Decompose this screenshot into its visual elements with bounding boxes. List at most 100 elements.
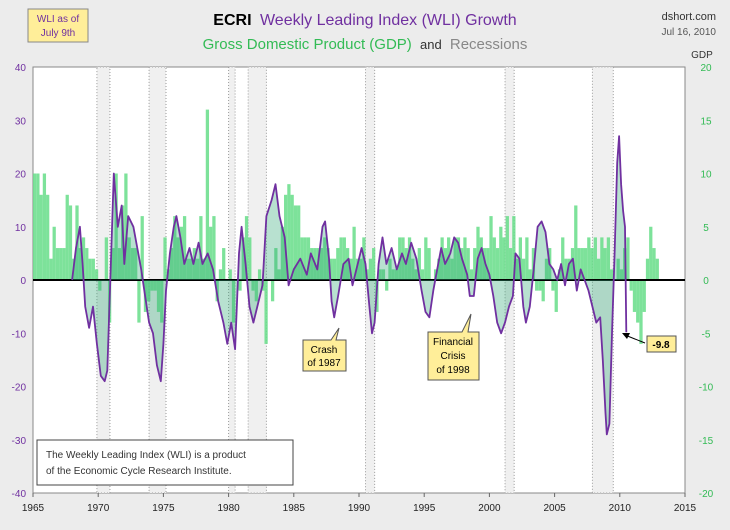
gdp-bar bbox=[502, 237, 506, 280]
gdp-bar bbox=[394, 269, 399, 280]
x-tick-label: 2015 bbox=[674, 503, 697, 514]
gdp-bar bbox=[306, 237, 311, 280]
x-tick-label: 1980 bbox=[217, 503, 240, 514]
gdp-bar bbox=[310, 248, 314, 280]
gdp-bar bbox=[616, 258, 620, 280]
gdp-bar bbox=[65, 194, 69, 280]
left-tick-label: -10 bbox=[12, 329, 27, 340]
gdp-bar bbox=[528, 269, 532, 280]
gdp-bar bbox=[59, 248, 63, 280]
gdp-bar bbox=[590, 248, 594, 280]
gdp-bar bbox=[137, 280, 141, 323]
gdp-bar bbox=[62, 248, 66, 280]
gdp-bar bbox=[117, 248, 122, 280]
gdp-bar bbox=[297, 205, 301, 280]
x-tick-label: 1975 bbox=[152, 503, 175, 514]
right-tick-label: 0 bbox=[703, 276, 709, 287]
gdp-bar bbox=[440, 237, 444, 280]
title-ecri: ECRI bbox=[213, 12, 251, 29]
gdp-bar bbox=[544, 258, 549, 280]
gdp-bar bbox=[189, 258, 193, 280]
title-recessions: Recessions bbox=[450, 36, 528, 53]
gdp-bar bbox=[518, 237, 522, 280]
right-tick-label: 5 bbox=[703, 223, 709, 234]
x-tick-label: 1965 bbox=[22, 503, 45, 514]
gdp-bar bbox=[476, 226, 480, 280]
gdp-bar bbox=[274, 248, 278, 280]
gdp-bar bbox=[561, 237, 565, 280]
right-tick-label: -20 bbox=[699, 489, 714, 500]
wli-as-of-line1: WLI as of bbox=[37, 14, 79, 25]
x-tick-label: 1970 bbox=[87, 503, 110, 514]
crash-1987-line1: Crash bbox=[311, 345, 338, 356]
gdp-bar bbox=[554, 280, 558, 312]
gdp-bar bbox=[329, 258, 333, 280]
gdp-bar bbox=[603, 248, 607, 280]
x-axis-ticks: 1965 1970 1975 1980 1985 1990 1995 2000 2005 2010… bbox=[22, 493, 697, 514]
gdp-bar bbox=[495, 248, 500, 280]
gdp-bar bbox=[489, 216, 493, 280]
gdp-bar bbox=[577, 248, 581, 280]
gdp-bar bbox=[505, 216, 509, 280]
right-tick-label: -5 bbox=[702, 329, 711, 340]
gdp-bar bbox=[81, 237, 86, 280]
gdp-bar bbox=[606, 237, 611, 280]
gdp-bar bbox=[251, 280, 255, 291]
left-tick-label: 0 bbox=[20, 276, 26, 287]
right-tick-label: -10 bbox=[699, 383, 714, 394]
gdp-bar bbox=[639, 280, 643, 344]
current-value-label: -9.8 bbox=[652, 340, 670, 351]
gdp-bar bbox=[270, 280, 275, 302]
gdp-bar bbox=[580, 248, 584, 280]
gdp-bar bbox=[156, 280, 161, 312]
gdp-bar bbox=[176, 237, 180, 280]
note-line2: of the Economic Cycle Research Institute… bbox=[46, 466, 232, 477]
gdp-bar bbox=[52, 226, 56, 280]
crisis-1998-line1: Financial bbox=[433, 337, 473, 348]
gdp-bar bbox=[182, 216, 187, 280]
gdp-bar bbox=[466, 248, 470, 280]
right-tick-label: 10 bbox=[700, 170, 712, 181]
chart-title-line1: ECRI Weekly Leading Index (WLI) Growth bbox=[213, 12, 516, 29]
left-tick-label: -40 bbox=[12, 489, 27, 500]
gdp-bar bbox=[378, 269, 382, 280]
gdp-bar bbox=[160, 280, 164, 323]
wli-as-of-line2: July 9th bbox=[41, 28, 75, 39]
wli-line bbox=[71, 135, 628, 436]
gdp-bar bbox=[407, 237, 412, 280]
gdp-bar bbox=[567, 258, 571, 280]
gdp-bar bbox=[473, 248, 477, 280]
gdp-bar bbox=[420, 269, 425, 280]
title-wli: Weekly Leading Index (WLI) Growth bbox=[260, 12, 517, 29]
x-tick-label: 2000 bbox=[478, 503, 501, 514]
gdp-bar bbox=[179, 226, 183, 280]
gdp-bar bbox=[332, 258, 337, 280]
left-tick-label: -20 bbox=[12, 383, 27, 394]
gdp-bar bbox=[130, 248, 135, 280]
gdp-bar bbox=[541, 280, 545, 302]
gdp-bar bbox=[460, 248, 464, 280]
gdp-bar bbox=[564, 258, 568, 280]
gdp-bar bbox=[85, 248, 89, 280]
gdp-bar bbox=[417, 248, 421, 280]
crash-1987-line2: of 1987 bbox=[307, 358, 341, 369]
gdp-bar bbox=[508, 248, 513, 280]
gdp-bar bbox=[424, 237, 428, 280]
gdp-bar bbox=[284, 194, 288, 280]
gdp-bar bbox=[652, 248, 656, 280]
gdp-bar bbox=[619, 269, 624, 280]
gdp-bar bbox=[300, 237, 304, 280]
gdp-bar bbox=[257, 269, 262, 280]
gdp-bar bbox=[411, 258, 415, 280]
gdp-bar bbox=[91, 258, 95, 280]
right-axis-ticks: 20 15 10 5 0 -5 -10 -15 -20 bbox=[699, 63, 714, 500]
gdp-bar bbox=[339, 237, 343, 280]
right-tick-label: -15 bbox=[699, 436, 714, 447]
gdp-bar bbox=[127, 237, 131, 280]
gdp-bar bbox=[111, 248, 115, 280]
gdp-bar bbox=[342, 237, 346, 280]
gdp-bar bbox=[649, 226, 653, 280]
gdp-bar bbox=[192, 248, 196, 280]
x-tick-label: 1995 bbox=[413, 503, 436, 514]
